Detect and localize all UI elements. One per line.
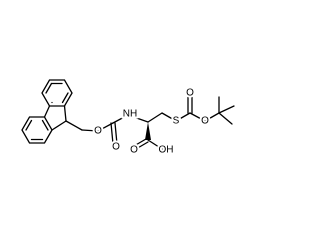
bond [204, 112, 220, 122]
bond [147, 139, 163, 150]
wedge-bond [145, 122, 151, 140]
atom-label: OH [159, 145, 174, 156]
double-bond [110, 122, 114, 145]
atom-label: NH [123, 109, 137, 120]
atom-label: O [94, 126, 102, 137]
atom-label: O [130, 145, 138, 156]
double-bond [133, 138, 147, 147]
bond [65, 120, 83, 131]
bond [63, 105, 67, 122]
double-bond [135, 141, 149, 150]
bond [218, 105, 235, 114]
bond [189, 112, 206, 122]
bonds [21, 79, 235, 150]
bond [112, 114, 129, 124]
atom-label: S [173, 116, 180, 127]
bond [81, 129, 99, 132]
aromatic-bond [45, 82, 53, 94]
atom-label: O [112, 142, 120, 153]
bond [161, 112, 177, 122]
atom-labels: O O NH O OH S O O [92, 86, 211, 158]
bond [218, 112, 233, 125]
bond [175, 112, 191, 122]
aromatic-bond [41, 119, 49, 131]
atom-label: O [186, 88, 194, 99]
atom-label: O [201, 116, 209, 127]
molecule-diagram: O O NH O OH S O O [21, 79, 235, 158]
aromatic-bond [25, 119, 33, 131]
bond [127, 114, 149, 123]
bond [43, 105, 51, 118]
bond [51, 120, 67, 131]
double-bond [114, 122, 118, 145]
bond [147, 112, 163, 123]
aromatic-bond [61, 92, 69, 104]
